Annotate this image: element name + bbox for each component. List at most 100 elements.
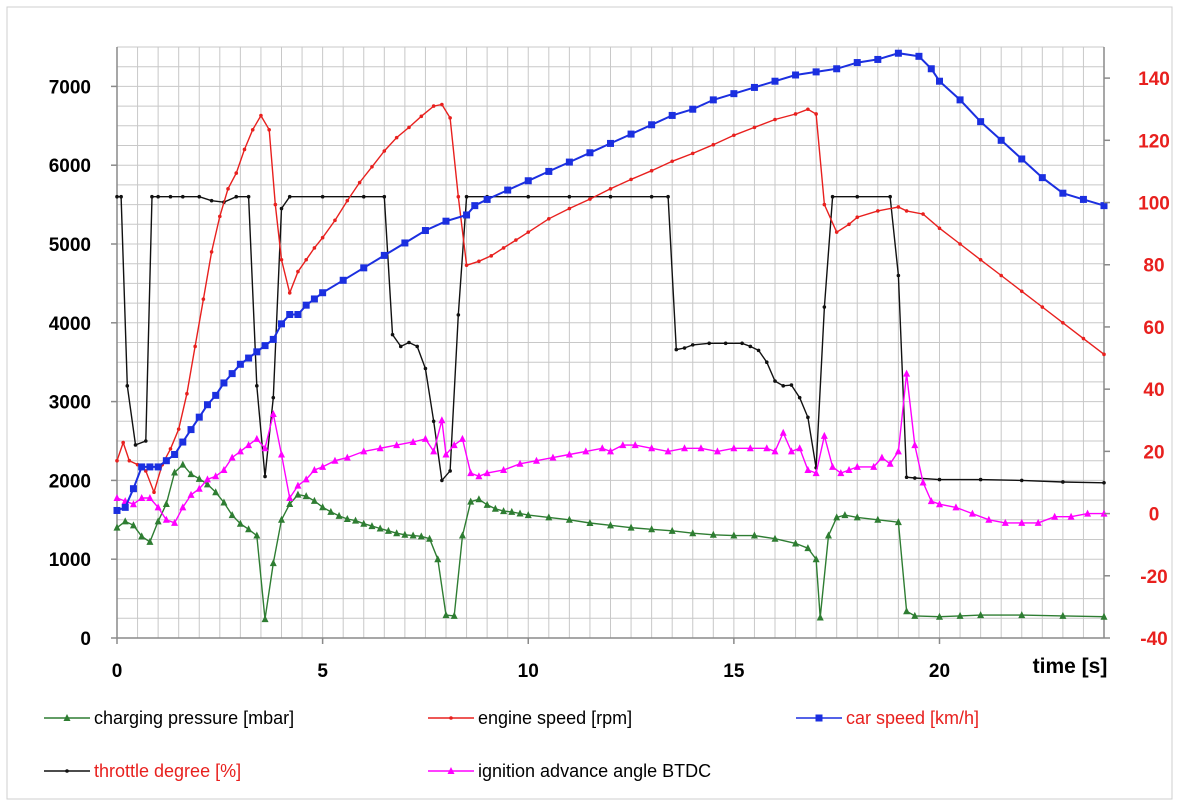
data-point: [999, 273, 1003, 278]
data-point: [896, 205, 901, 209]
data-point: [361, 194, 366, 199]
x-tick-label: 5: [317, 661, 328, 682]
data-point: [415, 344, 420, 349]
data-point: [226, 187, 230, 191]
y-right-tick-label: -20: [1140, 567, 1167, 588]
data-point: [921, 212, 925, 216]
data-point: [382, 194, 387, 199]
y-right-tick-label: 0: [1149, 505, 1160, 526]
data-point: [138, 463, 146, 471]
data-point: [253, 348, 261, 356]
data-point: [588, 197, 592, 201]
data-point: [1034, 518, 1042, 526]
data-point: [302, 475, 310, 483]
data-point: [730, 531, 738, 539]
data-point: [977, 611, 985, 619]
data-point: [874, 55, 882, 63]
data-point: [442, 450, 450, 458]
data-point: [904, 209, 909, 213]
data-point: [567, 206, 572, 211]
data-point: [171, 468, 179, 476]
data-point: [649, 168, 654, 173]
data-point: [250, 127, 255, 132]
data-point: [320, 235, 325, 240]
x-tick-label: 0: [112, 661, 123, 682]
data-point: [997, 136, 1005, 144]
data-point: [333, 218, 337, 223]
data-point: [234, 194, 239, 199]
data-point: [709, 96, 717, 104]
data-point: [792, 539, 800, 547]
data-point: [781, 384, 786, 388]
data-point: [121, 503, 129, 511]
data-point: [279, 257, 284, 262]
data-point: [816, 613, 824, 621]
legend-item: car speed [km/h]: [796, 708, 979, 728]
data-point: [296, 269, 300, 274]
data-point: [697, 444, 705, 452]
data-point: [409, 531, 417, 539]
data-point: [294, 490, 302, 498]
data-point: [195, 484, 203, 492]
y-right-tick-label: 100: [1138, 194, 1170, 215]
data-point: [448, 116, 452, 120]
data-point: [773, 379, 777, 383]
y-right-tick-label: 40: [1143, 380, 1164, 401]
data-point: [834, 230, 839, 234]
data-point: [796, 444, 804, 452]
data-point: [430, 447, 438, 455]
data-point: [471, 202, 479, 210]
data-point: [187, 490, 195, 498]
data-point: [390, 332, 395, 337]
data-point: [952, 503, 960, 511]
data-point: [874, 515, 882, 523]
y-right-tick-label: 20: [1143, 442, 1164, 463]
data-point: [121, 517, 129, 525]
data-point: [787, 447, 795, 455]
data-point: [894, 49, 902, 57]
data-point: [1001, 518, 1009, 526]
data-point: [483, 500, 491, 508]
data-point: [903, 607, 911, 615]
data-point: [423, 366, 428, 371]
data-point: [310, 496, 318, 504]
data-point: [789, 383, 794, 387]
data-point: [228, 370, 236, 378]
data-point: [407, 340, 411, 345]
data-point: [815, 714, 823, 722]
data-point: [526, 194, 531, 199]
data-point: [162, 457, 170, 465]
data-point: [927, 65, 935, 73]
data-point: [218, 214, 222, 219]
data-point: [1018, 518, 1026, 526]
data-point: [483, 195, 491, 203]
data-point: [269, 410, 277, 418]
data-point: [549, 453, 557, 461]
data-point: [545, 513, 553, 521]
data-point: [489, 254, 494, 258]
data-point: [855, 215, 860, 220]
data-point: [1019, 289, 1024, 294]
y-left-tick-label: 6000: [49, 156, 91, 177]
data-point: [977, 118, 985, 126]
data-point: [236, 519, 244, 527]
data-point: [911, 441, 919, 449]
data-point: [278, 320, 285, 328]
data-point: [376, 444, 384, 452]
data-point: [294, 481, 302, 489]
data-point: [516, 459, 524, 467]
data-point: [360, 264, 368, 272]
legend-item: charging pressure [mbar]: [44, 708, 294, 728]
data-point: [627, 523, 635, 531]
data-point: [171, 450, 179, 458]
data-point: [748, 344, 753, 349]
legend-item: throttle degree [%]: [44, 761, 241, 781]
data-point: [176, 427, 181, 431]
data-point: [682, 346, 687, 350]
data-point: [146, 537, 154, 545]
data-point: [458, 531, 466, 539]
data-point: [228, 453, 236, 461]
data-point: [440, 478, 444, 483]
data-point: [261, 615, 269, 623]
data-point: [220, 379, 228, 387]
